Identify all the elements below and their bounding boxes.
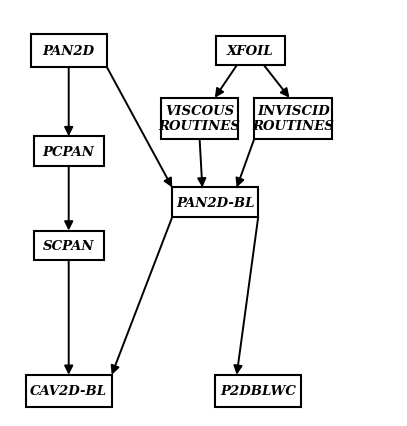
FancyBboxPatch shape bbox=[162, 98, 238, 139]
FancyBboxPatch shape bbox=[26, 375, 112, 407]
Text: PAN2D: PAN2D bbox=[43, 45, 95, 58]
Text: PCPAN: PCPAN bbox=[43, 145, 95, 158]
FancyBboxPatch shape bbox=[31, 35, 107, 68]
Text: INVISCID
ROUTINES: INVISCID ROUTINES bbox=[252, 105, 335, 133]
FancyBboxPatch shape bbox=[216, 37, 284, 66]
Text: XFOIL: XFOIL bbox=[227, 45, 274, 58]
Text: P2DBLWC: P2DBLWC bbox=[220, 384, 296, 397]
Text: PAN2D-BL: PAN2D-BL bbox=[176, 196, 254, 209]
Text: SCPAN: SCPAN bbox=[43, 239, 94, 252]
FancyBboxPatch shape bbox=[215, 375, 301, 407]
FancyBboxPatch shape bbox=[254, 98, 333, 139]
FancyBboxPatch shape bbox=[33, 231, 104, 260]
FancyBboxPatch shape bbox=[33, 137, 104, 167]
Text: CAV2D-BL: CAV2D-BL bbox=[30, 384, 107, 397]
Text: VISCOUS
ROUTINES: VISCOUS ROUTINES bbox=[159, 105, 241, 133]
FancyBboxPatch shape bbox=[172, 188, 258, 218]
